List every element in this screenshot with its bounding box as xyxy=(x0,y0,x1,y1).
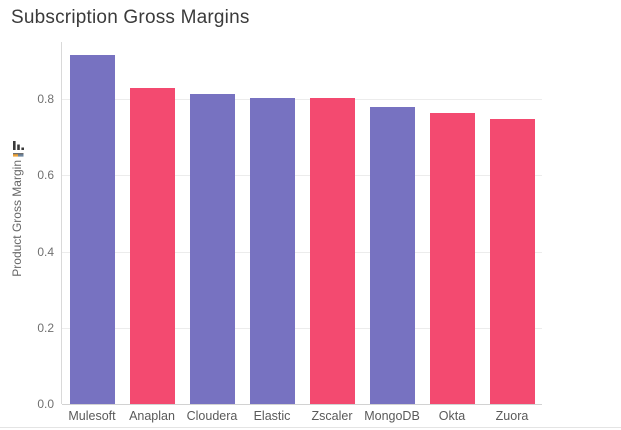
x-category-label: Cloudera xyxy=(186,409,238,423)
y-tick-label: 0.6 xyxy=(37,168,54,182)
bar-okta[interactable] xyxy=(429,112,475,404)
bar-cloudera[interactable] xyxy=(189,94,235,404)
gridline xyxy=(62,175,542,176)
bar-zscaler[interactable] xyxy=(309,98,355,404)
y-tick-label: 0.8 xyxy=(37,92,54,106)
y-axis-line xyxy=(61,42,62,404)
x-category-label: Okta xyxy=(438,409,466,423)
x-category-label: Zuora xyxy=(495,409,529,423)
bar-mongodb[interactable] xyxy=(369,107,415,404)
y-tick-label: 0.2 xyxy=(37,321,54,335)
bottom-divider-line xyxy=(0,427,621,428)
x-category-label: Zscaler xyxy=(311,409,353,423)
sort-descending-icon-glyph xyxy=(13,141,24,157)
bar-elastic[interactable] xyxy=(249,97,295,404)
x-category-label: MongoDB xyxy=(364,409,420,423)
y-tick-label: 0.0 xyxy=(37,397,54,411)
x-axis-baseline xyxy=(62,404,542,405)
bar-anaplan[interactable] xyxy=(129,88,175,404)
chart-title: Subscription Gross Margins xyxy=(11,7,250,28)
gridline xyxy=(62,252,542,253)
x-category-label: Anaplan xyxy=(129,409,175,423)
x-category-label: Elastic xyxy=(253,409,291,423)
gridline xyxy=(62,328,542,329)
bar-zuora[interactable] xyxy=(489,119,535,404)
x-category-label: Mulesoft xyxy=(68,409,116,423)
sort-descending-icon[interactable] xyxy=(13,140,25,160)
y-tick-label: 0.4 xyxy=(37,245,54,259)
bar-mulesoft[interactable] xyxy=(69,54,115,404)
gridline xyxy=(62,99,542,100)
